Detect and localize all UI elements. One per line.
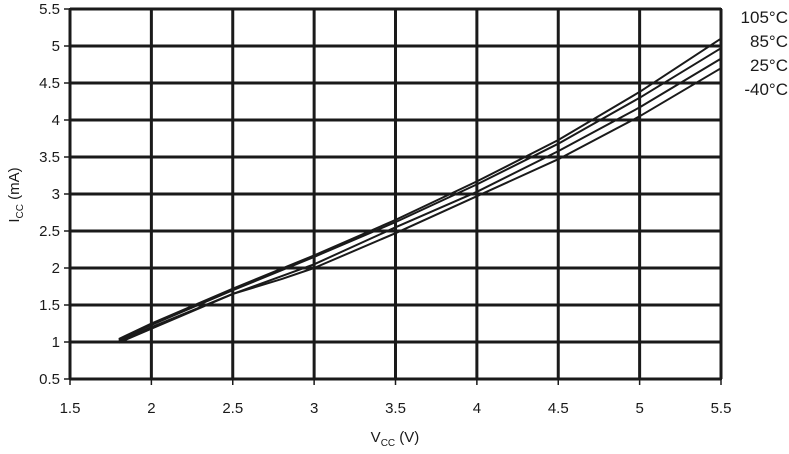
x-tick-label: 1.5: [60, 400, 81, 417]
y-tick-label: 4: [52, 112, 60, 129]
y-tick-label: 5: [52, 38, 60, 55]
x-tick-label: 3: [310, 400, 318, 417]
legend-entry: 85°C: [750, 32, 788, 51]
legend: 105°C 85°C 25°C -40°C: [741, 8, 788, 99]
x-tick-label: 5.5: [711, 400, 732, 417]
x-tick-labels: 1.5 2 2.5 3 3.5 4 4.5 5 5.5: [60, 400, 732, 417]
series-line: [118, 67, 722, 344]
series-line: [118, 37, 722, 340]
series-line: [118, 47, 722, 342]
y-tick-label: 2.5: [39, 223, 60, 240]
y-tick-label: 0.5: [39, 371, 60, 388]
y-tick-label: 2: [52, 260, 60, 277]
x-tick-label: 2.5: [222, 400, 243, 417]
y-tick-label: 5.5: [39, 1, 60, 18]
y-tick-label: 1.5: [39, 297, 60, 314]
x-tick-label: 2: [147, 400, 155, 417]
x-tick-label: 5: [635, 400, 643, 417]
grid: [64, 7, 723, 385]
x-axis-label: VCC (V): [371, 429, 420, 449]
x-tick-label: 3.5: [385, 400, 406, 417]
legend-entry: 105°C: [741, 8, 788, 27]
y-tick-label: 3.5: [39, 149, 60, 166]
x-tick-label: 4.5: [548, 400, 569, 417]
x-tick-label: 4: [473, 400, 481, 417]
y-axis-label: ICC (mA): [6, 167, 26, 222]
plot-frame: [69, 8, 722, 380]
y-tick-label: 1: [52, 334, 60, 351]
legend-entry: -40°C: [744, 80, 788, 99]
y-tick-label: 4.5: [39, 75, 60, 92]
series-lines: [118, 37, 722, 344]
legend-entry: 25°C: [750, 56, 788, 75]
y-tick-label: 3: [52, 186, 60, 203]
plot-border: [69, 8, 722, 380]
y-tick-labels: 0.5 1 1.5 2 2.5 3 3.5 4 4.5 5 5.5: [39, 1, 60, 388]
